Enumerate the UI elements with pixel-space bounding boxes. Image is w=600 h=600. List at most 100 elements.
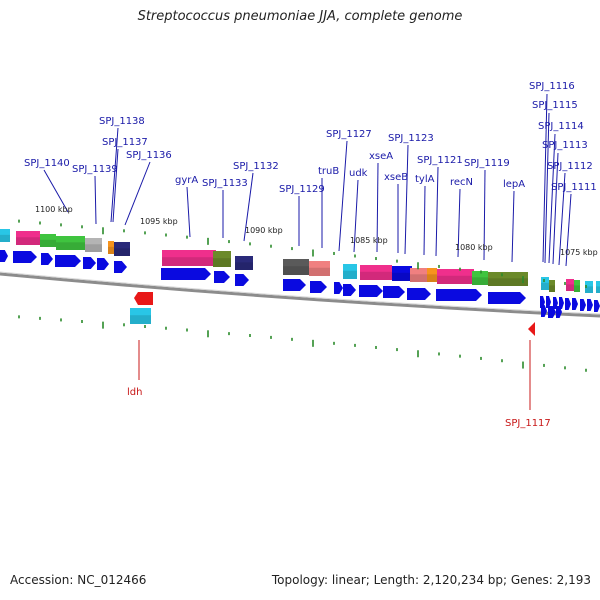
kbp-label-1095: 1095 kbp xyxy=(140,217,178,226)
kbp-label-1080: 1080 kbp xyxy=(455,243,493,252)
feature-block-shade xyxy=(108,246,114,254)
feature-block xyxy=(566,279,574,291)
gene-label-gyrA: gyrA xyxy=(175,175,198,186)
label-leader-line xyxy=(423,185,426,256)
gene-arrows xyxy=(0,250,600,318)
feature-block xyxy=(114,242,130,256)
label-leader-line xyxy=(112,148,119,223)
gene-arrow xyxy=(114,261,127,273)
gene-label-spj1127: SPJ_1127 xyxy=(326,129,372,140)
gene-label-spj1129: SPJ_1129 xyxy=(279,184,325,195)
gene-arrow xyxy=(541,305,547,317)
feature-block-shade xyxy=(40,239,56,247)
label-leader-line xyxy=(483,169,486,261)
genome-backbone-highlight xyxy=(0,271,600,315)
kbp-label-1090: 1090 kbp xyxy=(245,226,283,235)
gene-arrow xyxy=(13,251,37,263)
feature-block xyxy=(427,268,437,282)
gene-label-spj1119: SPJ_1119 xyxy=(464,158,510,169)
feature-block-shade xyxy=(472,277,488,285)
feature-block-shade xyxy=(213,258,231,267)
label-leader-line xyxy=(511,190,515,263)
gene-label-spj1112: SPJ_1112 xyxy=(547,161,593,172)
gene-arrow xyxy=(383,286,405,298)
gene-arrow xyxy=(559,297,564,309)
feature-block-shade xyxy=(566,284,574,291)
gene-arrow xyxy=(572,298,578,310)
gene-label-recN: recN xyxy=(450,177,473,188)
feature-block xyxy=(343,264,357,279)
feature-block-shade xyxy=(410,274,427,282)
gene-label-spj1115: SPJ_1115 xyxy=(532,100,578,111)
feature-block-shade xyxy=(85,244,102,252)
red-gene-arrow xyxy=(528,322,535,336)
gene-label-spj1117: SPJ_1117 xyxy=(505,418,551,429)
feature-block-shade xyxy=(585,286,593,293)
label-leader-line xyxy=(353,179,359,253)
feature-block-shade xyxy=(0,234,10,242)
feature-block-shade xyxy=(309,267,330,276)
genome-backbone xyxy=(0,272,600,318)
gene-arrow xyxy=(41,253,53,265)
kbp-label-1085: 1085 kbp xyxy=(350,236,388,245)
gene-arrow xyxy=(587,299,593,311)
gene-arrow xyxy=(359,285,383,297)
feature-block-shade xyxy=(130,315,151,324)
feature-block xyxy=(360,265,392,280)
gene-label-spj1137: SPJ_1137 xyxy=(102,137,148,148)
feature-block xyxy=(130,308,151,324)
label-leader-line xyxy=(558,172,566,266)
label-leader-line xyxy=(565,193,572,267)
label-leader-line xyxy=(94,175,97,225)
gene-label-spj1114: SPJ_1114 xyxy=(538,121,584,132)
gene-arrow xyxy=(565,298,571,310)
feature-block xyxy=(472,271,488,285)
gene-label-truB: truB xyxy=(318,166,339,177)
feature-block-shade xyxy=(360,271,392,280)
gene-label-spj1111: SPJ_1111 xyxy=(551,182,597,193)
gene-arrow xyxy=(334,282,343,294)
feature-block-shade xyxy=(427,274,437,282)
gene-label-spj1116: SPJ_1116 xyxy=(529,81,575,92)
gene-arrow xyxy=(488,292,526,304)
feature-block xyxy=(585,281,593,293)
gene-arrow xyxy=(556,306,562,318)
gene-arrow xyxy=(594,300,600,312)
gene-label-spj1140: SPJ_1140 xyxy=(24,158,70,169)
gene-label-spj1121: SPJ_1121 xyxy=(417,155,463,166)
feature-block-shade xyxy=(235,262,253,270)
feature-block-shade xyxy=(162,257,216,266)
feature-block-shade xyxy=(283,266,309,275)
feature-block xyxy=(410,268,427,282)
gene-arrow xyxy=(83,257,96,269)
label-leader-line xyxy=(124,161,151,226)
gene-label-spj1123: SPJ_1123 xyxy=(388,133,434,144)
gene-label-spj1139: SPJ_1139 xyxy=(72,164,118,175)
feature-block-shade xyxy=(343,270,357,279)
feature-block xyxy=(596,281,600,293)
feature-block-shade xyxy=(56,242,85,250)
label-leader-line xyxy=(243,172,254,242)
feature-block xyxy=(40,234,56,247)
feature-block xyxy=(574,280,580,292)
label-leader-line xyxy=(110,127,119,223)
label-leader-line xyxy=(548,133,556,264)
kbp-label-1100: 1100 kbp xyxy=(35,205,73,214)
feature-block xyxy=(392,266,412,281)
map-title: Streptococcus pneumoniae JJA, complete g… xyxy=(137,9,463,24)
label-leader-line xyxy=(552,152,559,265)
kbp-label-1075: 1075 kbp xyxy=(560,248,598,257)
feature-block-shade xyxy=(596,286,600,293)
feature-block xyxy=(437,269,474,284)
gene-arrow xyxy=(97,258,109,270)
gene-arrow xyxy=(235,274,249,286)
gene-label-spj1136: SPJ_1136 xyxy=(126,150,172,161)
feature-block-shade xyxy=(488,278,528,286)
gene-arrow xyxy=(548,306,556,318)
gene-arrow xyxy=(55,255,81,267)
red-gene-arrow xyxy=(134,292,153,305)
label-leader-line xyxy=(43,169,69,213)
label-lines xyxy=(43,93,572,410)
feature-block-shade xyxy=(16,237,40,245)
gene-label-spj1132: SPJ_1132 xyxy=(233,161,279,172)
